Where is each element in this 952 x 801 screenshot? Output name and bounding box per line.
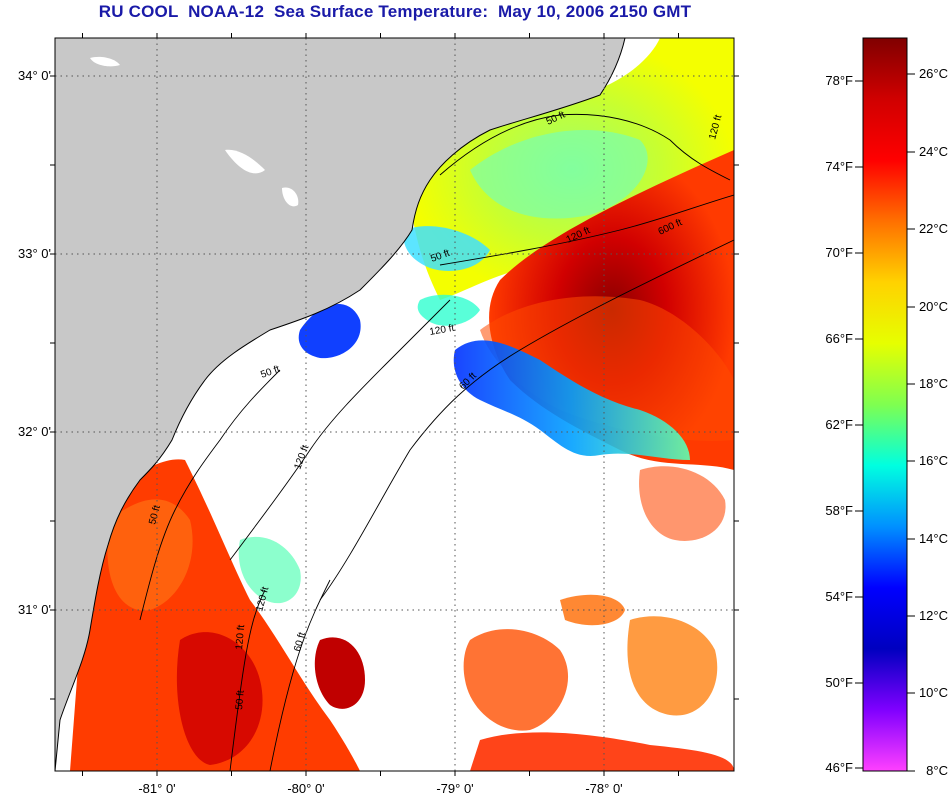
celsius-label: 18°C (919, 376, 948, 391)
latitude-labels: 34° 0' 33° 0' 32° 0' 31° 0' (18, 68, 51, 617)
fahrenheit-labels: 78°F 74°F 70°F 66°F 62°F 58°F 54°F 50°F 46°F (825, 73, 863, 775)
fahrenheit-label: 50°F (825, 675, 853, 690)
color-scale-bar (862, 37, 908, 772)
sst-gulf-stream-orange (480, 296, 734, 441)
graticule (50, 33, 739, 776)
contour-label: 120 ft (429, 323, 456, 338)
fahrenheit-label: 78°F (825, 73, 853, 88)
sst-cold-edge (453, 340, 690, 460)
celsius-label: 26°C (919, 66, 948, 81)
contour-label: 120 ft (234, 624, 247, 650)
sst-se-patches-4 (470, 732, 734, 771)
inland-cloud-3 (90, 56, 120, 67)
lat-label: 33° 0' (18, 246, 51, 261)
lon-label: -78° 0' (585, 781, 622, 796)
sst-inshore-blue (298, 303, 361, 359)
map-title: RU COOL NOAA-12 Sea Surface Temperature:… (98, 2, 692, 21)
fahrenheit-label: 66°F (825, 331, 853, 346)
sst-se-patches (463, 629, 569, 731)
sst-se-patches-5 (560, 594, 625, 626)
contour-120ft-south (229, 589, 266, 771)
sst-south-cyan (238, 536, 301, 604)
celsius-label: 10°C (919, 685, 948, 700)
contour-label: 50 ft (234, 690, 247, 711)
lon-label: -79° 0' (436, 781, 473, 796)
fahrenheit-label: 62°F (825, 417, 853, 432)
sst-mid-cyan (417, 294, 480, 326)
sst-se-patches-2 (627, 616, 718, 716)
sst-south-red (176, 632, 263, 765)
celsius-label: 16°C (919, 453, 948, 468)
celsius-label: 14°C (919, 531, 948, 546)
celsius-label: 24°C (919, 144, 948, 159)
fahrenheit-label: 74°F (825, 159, 853, 174)
lat-label: 34° 0' (18, 68, 51, 83)
contour-60ft-south (269, 579, 331, 771)
fahrenheit-label: 46°F (825, 760, 853, 775)
sst-south-orange (107, 499, 193, 611)
contour-600ft (319, 239, 734, 601)
contour-label: 60 ft (292, 631, 308, 653)
sst-south-patch-red (314, 637, 365, 709)
fahrenheit-label: 70°F (825, 245, 853, 260)
celsius-label: 12°C (919, 608, 948, 623)
contour-label: 50 ft (147, 504, 163, 526)
lat-label: 31° 0' (18, 602, 51, 617)
map-frame (54, 37, 735, 772)
inland-cloud-1 (225, 149, 265, 174)
contour-50ft-south (139, 369, 281, 621)
sst-shelf-green (470, 130, 648, 219)
lon-label: -81° 0' (138, 781, 175, 796)
lon-label: -80° 0' (287, 781, 324, 796)
celsius-labels: 26°C 24°C 22°C 20°C 18°C 16°C 14°C 12°C 10°C 8°C (907, 66, 948, 778)
map-frame-content (55, 38, 734, 771)
celsius-label: 20°C (919, 299, 948, 314)
contour-120ft-mid (229, 299, 451, 561)
contour-120ft-north (439, 194, 734, 266)
celsius-label: 8°C (926, 763, 948, 778)
sst-se-patches-3 (639, 466, 726, 541)
celsius-label: 22°C (919, 221, 948, 236)
land-mass (55, 38, 625, 771)
lat-label: 32° 0' (18, 424, 51, 439)
fahrenheit-label: 54°F (825, 589, 853, 604)
inland-cloud-2 (282, 187, 299, 207)
coastline (55, 38, 626, 771)
sst-inshore-cyan (403, 226, 490, 271)
fahrenheit-label: 58°F (825, 503, 853, 518)
longitude-labels: -81° 0' -80° 0' -79° 0' -78° 0' (138, 781, 622, 796)
contour-50ft (439, 114, 731, 181)
